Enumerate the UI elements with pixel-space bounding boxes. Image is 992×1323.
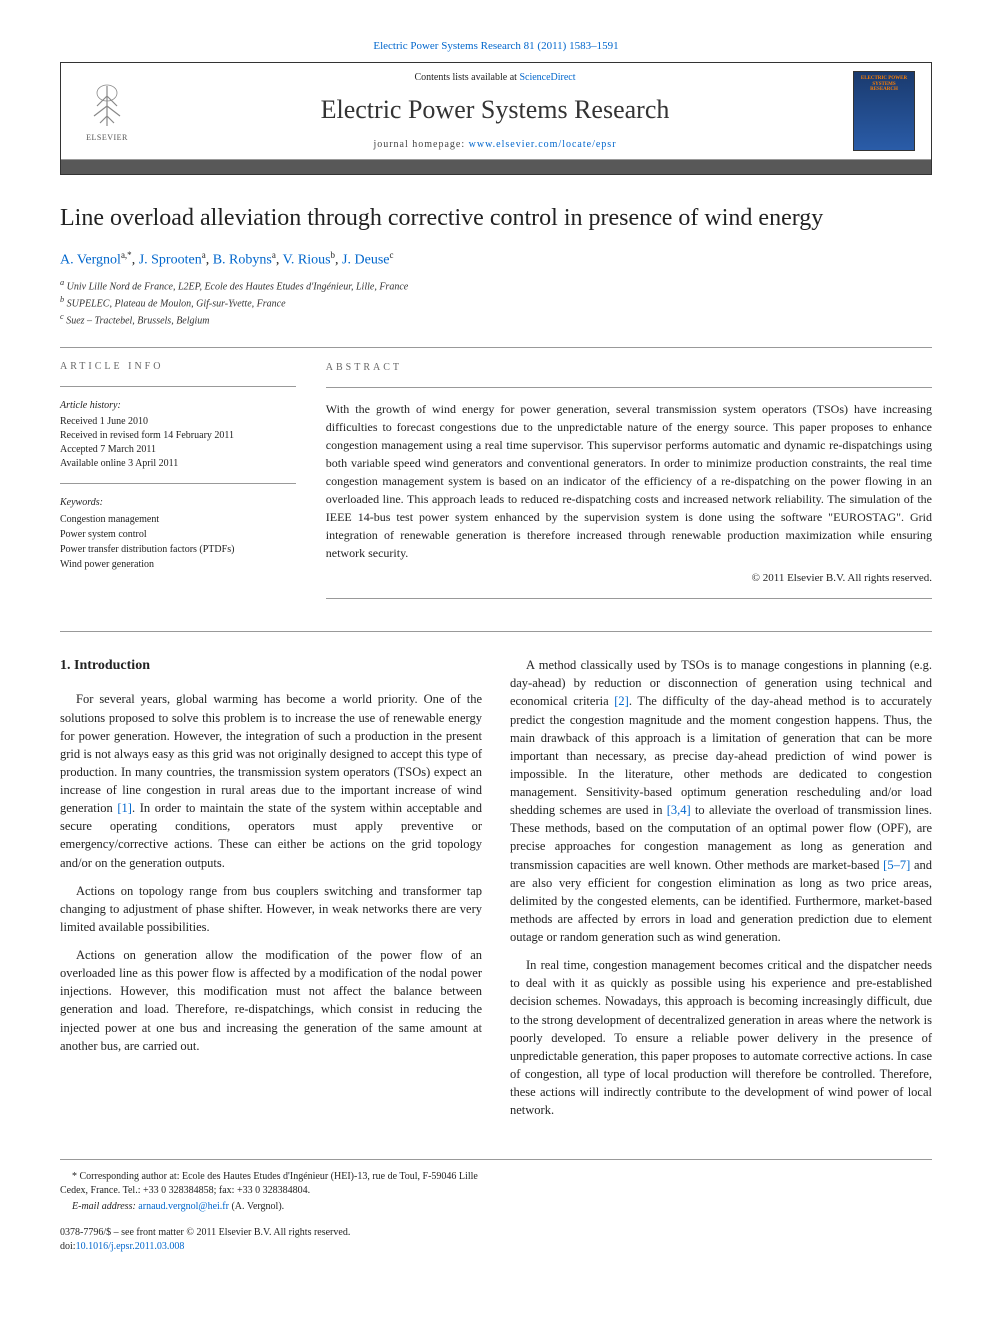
author-1[interactable]: A. Vergnol — [60, 253, 121, 268]
ref-link-57[interactable]: [5–7] — [883, 858, 910, 872]
ref-link-2[interactable]: [2] — [614, 694, 629, 708]
keyword-4: Wind power generation — [60, 557, 296, 572]
history-label: Article history: — [60, 399, 296, 413]
journal-reference-link[interactable]: Electric Power Systems Research 81 (2011… — [60, 40, 932, 52]
cover-thumb-text: ELECTRIC POWER SYSTEMS RESEARCH — [858, 76, 910, 93]
body-column-left: 1. Introduction For several years, globa… — [60, 656, 482, 1129]
intro-p1: For several years, global warming has be… — [60, 690, 482, 871]
history-revised: Received in revised form 14 February 201… — [60, 429, 296, 443]
author-5[interactable]: J. Deuse — [342, 253, 389, 268]
corresponding-author-note: * Corresponding author at: Ecole des Hau… — [60, 1170, 479, 1198]
divider — [60, 483, 296, 484]
meta-section: ARTICLE INFO Article history: Received 1… — [60, 360, 932, 612]
journal-header-box: ELSEVIER Contents lists available at Sci… — [60, 62, 932, 175]
abstract-column: ABSTRACT With the growth of wind energy … — [326, 360, 932, 612]
affiliation-a: a Univ Lille Nord de France, L2EP, Ecole… — [60, 277, 932, 294]
intro-p3: Actions on generation allow the modifica… — [60, 946, 482, 1055]
footer-notes: * Corresponding author at: Ecole des Hau… — [60, 1170, 479, 1214]
doi-link[interactable]: 10.1016/j.epsr.2011.03.008 — [76, 1241, 185, 1252]
intro-p2: Actions on topology range from bus coupl… — [60, 882, 482, 936]
homepage-line: journal homepage: www.elsevier.com/locat… — [137, 139, 853, 150]
author-2-sup: a — [202, 250, 206, 260]
abstract-text: With the growth of wind energy for power… — [326, 400, 932, 562]
elsevier-logo: ELSEVIER — [77, 76, 137, 146]
divider — [60, 631, 932, 632]
doi-prefix: doi: — [60, 1241, 76, 1252]
author-1-sup: a,* — [121, 250, 132, 260]
ref-link-1[interactable]: [1] — [117, 801, 132, 815]
affiliation-a-text: Univ Lille Nord de France, L2EP, Ecole d… — [67, 281, 409, 292]
article-info-heading: ARTICLE INFO — [60, 360, 296, 374]
keyword-3: Power transfer distribution factors (PTD… — [60, 542, 296, 557]
divider — [326, 387, 932, 388]
keywords-list: Congestion management Power system contr… — [60, 512, 296, 572]
author-4[interactable]: V. Rious — [283, 253, 331, 268]
article-title: Line overload alleviation through correc… — [60, 205, 932, 232]
email-author: (A. Vergnol). — [231, 1201, 284, 1212]
author-list: A. Vergnola,*, J. Sprootena, B. Robynsa,… — [60, 250, 932, 269]
author-3[interactable]: B. Robyns — [213, 253, 272, 268]
journal-cover-thumbnail: ELECTRIC POWER SYSTEMS RESEARCH — [853, 71, 915, 151]
body-column-right: A method classically used by TSOs is to … — [510, 656, 932, 1129]
email-label: E-mail address: — [72, 1201, 136, 1212]
header-gray-bar — [61, 160, 931, 174]
email-line: E-mail address: arnaud.vergnol@hei.fr (A… — [60, 1200, 479, 1214]
divider — [60, 347, 932, 348]
divider — [60, 386, 296, 387]
sciencedirect-link[interactable]: ScienceDirect — [519, 72, 575, 83]
affiliation-b-text: SUPELEC, Plateau de Moulon, Gif-sur-Yvet… — [67, 298, 286, 309]
header-center: Contents lists available at ScienceDirec… — [137, 72, 853, 150]
history-online: Available online 3 April 2011 — [60, 457, 296, 471]
homepage-prefix: journal homepage: — [373, 139, 468, 150]
article-info-column: ARTICLE INFO Article history: Received 1… — [60, 360, 296, 612]
contents-prefix: Contents lists available at — [414, 72, 519, 83]
doi-line: 0378-7796/$ – see front matter © 2011 El… — [60, 1226, 932, 1254]
affiliations: a Univ Lille Nord de France, L2EP, Ecole… — [60, 277, 932, 329]
homepage-link[interactable]: www.elsevier.com/locate/epsr — [469, 139, 617, 150]
contents-line: Contents lists available at ScienceDirec… — [137, 72, 853, 83]
front-matter: 0378-7796/$ – see front matter © 2011 El… — [60, 1226, 932, 1240]
journal-title: Electric Power Systems Research — [137, 95, 853, 125]
body-columns: 1. Introduction For several years, globa… — [60, 656, 932, 1129]
section-heading-intro: 1. Introduction — [60, 656, 482, 676]
intro-p4: A method classically used by TSOs is to … — [510, 656, 932, 946]
history-accepted: Accepted 7 March 2011 — [60, 443, 296, 457]
affiliation-b: b SUPELEC, Plateau de Moulon, Gif-sur-Yv… — [60, 294, 932, 311]
affiliation-c: c Suez – Tractebel, Brussels, Belgium — [60, 311, 932, 328]
keywords-label: Keywords: — [60, 496, 296, 510]
affiliation-c-text: Suez – Tractebel, Brussels, Belgium — [66, 316, 209, 327]
elsevier-text: ELSEVIER — [86, 133, 128, 142]
author-3-sup: a — [272, 250, 276, 260]
elsevier-tree-icon — [82, 81, 132, 131]
divider — [326, 598, 932, 599]
intro-p5: In real time, congestion management beco… — [510, 956, 932, 1119]
author-2[interactable]: J. Sprooten — [139, 253, 202, 268]
author-5-sup: c — [389, 250, 393, 260]
keyword-1: Congestion management — [60, 512, 296, 527]
keyword-2: Power system control — [60, 527, 296, 542]
header-top-row: ELSEVIER Contents lists available at Sci… — [61, 63, 931, 160]
abstract-heading: ABSTRACT — [326, 360, 932, 375]
email-link[interactable]: arnaud.vergnol@hei.fr — [138, 1201, 229, 1212]
footer-block: * Corresponding author at: Ecole des Hau… — [60, 1159, 932, 1254]
author-4-sup: b — [331, 250, 336, 260]
ref-link-34[interactable]: [3,4] — [667, 803, 691, 817]
abstract-copyright: © 2011 Elsevier B.V. All rights reserved… — [326, 570, 932, 587]
history-received: Received 1 June 2010 — [60, 415, 296, 429]
